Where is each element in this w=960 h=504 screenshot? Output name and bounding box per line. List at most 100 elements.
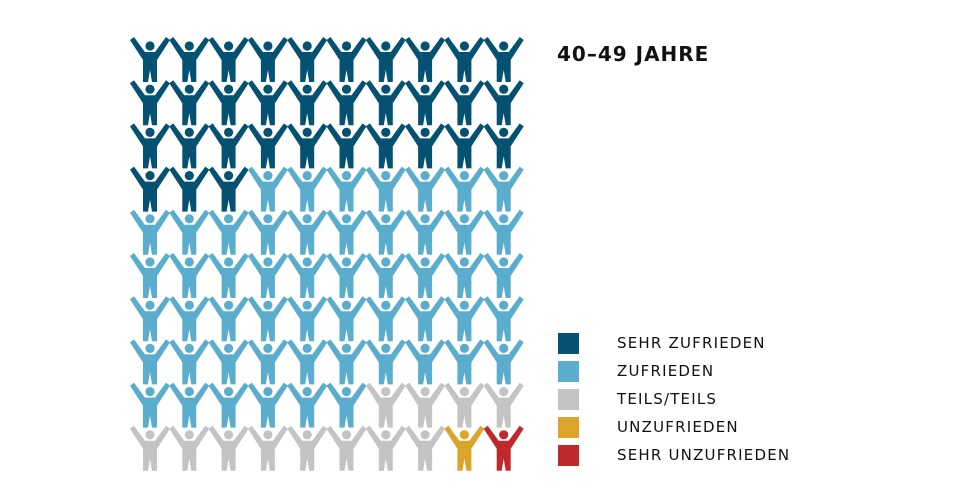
person-icon	[365, 253, 406, 298]
person-icon	[405, 296, 446, 342]
person-icon	[208, 253, 249, 298]
person-icon	[208, 339, 249, 385]
person-icon	[405, 166, 446, 212]
person-icon	[169, 339, 210, 385]
legend-label: TEILS/TEILS	[617, 390, 718, 408]
person-icon	[208, 425, 249, 471]
person-icon	[326, 37, 367, 82]
person-icon	[483, 123, 524, 169]
person-icon	[130, 80, 170, 126]
person-icon	[287, 166, 328, 212]
person-icon	[405, 425, 446, 471]
person-icon	[208, 123, 249, 169]
person-icon	[483, 425, 524, 471]
legend-swatch	[558, 333, 579, 354]
person-icon	[405, 339, 446, 385]
person-icon	[326, 382, 367, 428]
person-icon	[483, 209, 524, 255]
person-icon	[483, 80, 524, 126]
person-icon	[130, 296, 170, 342]
person-icon	[169, 37, 210, 82]
person-icon	[247, 339, 288, 385]
person-icon	[365, 339, 406, 385]
person-icon	[130, 209, 170, 255]
person-icon	[405, 80, 446, 126]
legend-swatch	[558, 361, 579, 382]
person-icon	[247, 425, 288, 471]
person-icon	[247, 166, 288, 212]
legend-label: UNZUFRIEDEN	[617, 418, 739, 436]
person-icon	[365, 382, 406, 428]
legend-swatch	[558, 445, 579, 466]
person-icon	[247, 382, 288, 428]
person-icon	[287, 37, 328, 82]
person-icon	[169, 296, 210, 342]
person-icon	[444, 37, 485, 82]
person-icon	[287, 123, 328, 169]
person-icon	[287, 296, 328, 342]
person-icon	[326, 123, 367, 169]
person-icon	[169, 425, 210, 471]
person-icon	[405, 37, 446, 82]
person-icon	[247, 296, 288, 342]
person-icon	[365, 296, 406, 342]
person-icon	[130, 123, 170, 169]
person-icon	[326, 425, 367, 471]
person-icon	[444, 339, 485, 385]
person-icon	[287, 425, 328, 471]
person-icon	[287, 339, 328, 385]
person-icon	[483, 382, 524, 428]
person-icon	[405, 209, 446, 255]
person-icon	[247, 37, 288, 82]
legend-swatch	[558, 417, 579, 438]
person-icon	[287, 382, 328, 428]
person-icon	[169, 209, 210, 255]
person-icon	[287, 209, 328, 255]
person-icon	[444, 253, 485, 298]
person-icon	[365, 166, 406, 212]
person-icon	[326, 80, 367, 126]
person-icon	[365, 80, 406, 126]
person-icon	[247, 253, 288, 298]
person-icon	[365, 123, 406, 169]
person-icon	[130, 37, 170, 82]
legend-label: SEHR UNZUFRIEDEN	[617, 446, 791, 464]
person-icon	[208, 80, 249, 126]
person-icon	[208, 382, 249, 428]
person-icon	[169, 123, 210, 169]
person-icon	[287, 253, 328, 298]
person-icon	[483, 296, 524, 342]
person-icon	[169, 382, 210, 428]
person-icon	[405, 382, 446, 428]
person-icon	[405, 123, 446, 169]
person-icon	[208, 37, 249, 82]
person-icon	[444, 166, 485, 212]
person-icon	[444, 425, 485, 471]
person-icon	[326, 209, 367, 255]
person-icon	[287, 80, 328, 126]
person-icon	[326, 296, 367, 342]
person-icon	[169, 166, 210, 212]
person-icon	[483, 339, 524, 385]
person-icon	[169, 80, 210, 126]
person-icon	[130, 166, 170, 212]
person-icon	[130, 253, 170, 298]
legend-label: ZUFRIEDEN	[617, 362, 715, 380]
person-icon	[444, 123, 485, 169]
person-icon	[130, 382, 170, 428]
chart-title: 40–49 JAHRE	[557, 42, 710, 66]
legend-swatch	[558, 389, 579, 410]
person-icon	[365, 425, 406, 471]
person-icon	[483, 166, 524, 212]
person-icon	[208, 166, 249, 212]
person-icon	[208, 296, 249, 342]
person-icon	[326, 253, 367, 298]
person-icon	[444, 296, 485, 342]
person-icon	[326, 339, 367, 385]
person-icon	[365, 37, 406, 82]
person-icon	[444, 209, 485, 255]
person-icon	[130, 339, 170, 385]
person-icon	[405, 253, 446, 298]
